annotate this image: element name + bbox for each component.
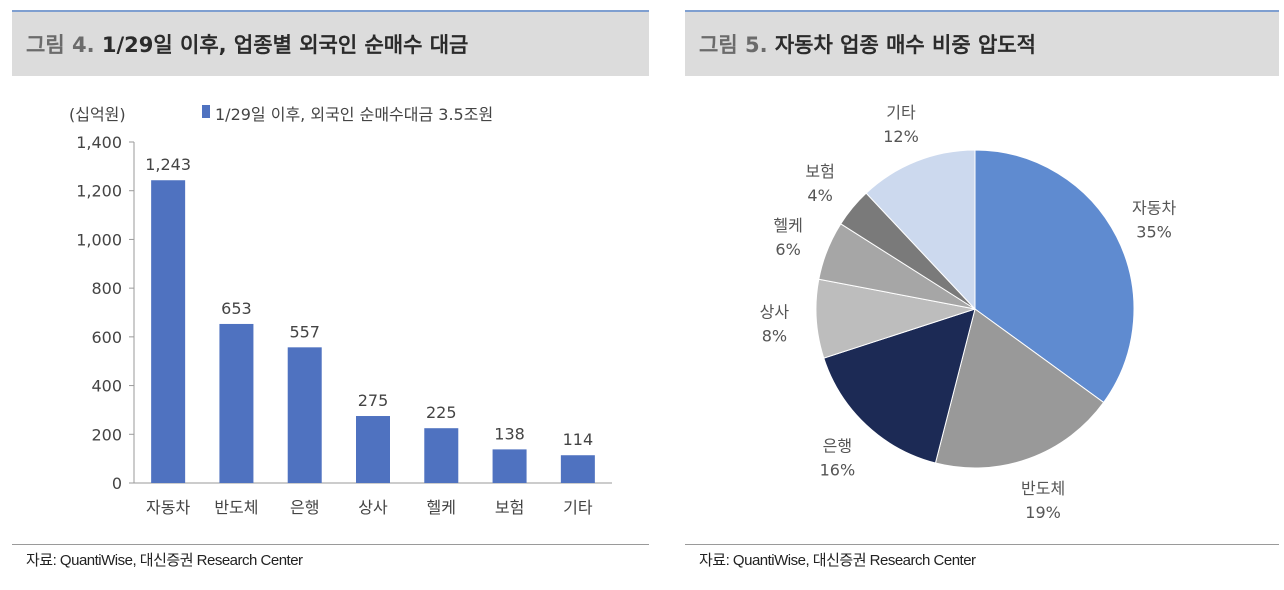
source-note: 자료: QuantiWise, 대신증권 Research Center [699, 552, 976, 569]
figure-title-text: 자동차 업종 매수 비중 압도적 [774, 33, 1036, 57]
bar-data-label: 138 [494, 424, 525, 443]
y-tick-label: 600 [91, 328, 122, 347]
y-tick-label: 1,200 [76, 182, 122, 201]
bar [492, 449, 527, 483]
slice-category-label: 보험 [805, 162, 834, 181]
x-tick-label: 자동차 [146, 498, 190, 517]
pie-slice [934, 308, 1105, 469]
slice-percent-label: 35% [1136, 223, 1172, 242]
pie-slice [865, 149, 976, 311]
bar-chart: (십억원) 1/29일 이후, 외국인 순매수대금 3.5조원 0 200 400 6… [69, 105, 612, 517]
panel-top-rule [12, 10, 649, 12]
figure-number: 그림 4. [26, 33, 95, 57]
x-tick-label: 반도체 [214, 498, 258, 517]
figure-title: 그림 4. 1/29일 이후, 업종별 외국인 순매수 대금 [26, 29, 468, 59]
panel-top-rule [685, 10, 1279, 12]
panel-bottom-rule [685, 544, 1279, 545]
slice-category-label: 기타 [886, 103, 916, 122]
legend-label: 1/29일 이후, 외국인 순매수대금 3.5조원 [215, 105, 493, 124]
bar-data-label: 557 [289, 322, 320, 341]
y-tick-label: 200 [91, 425, 122, 444]
slice-percent-label: 19% [1025, 503, 1061, 522]
figure-title: 그림 5. 자동차 업종 매수 비중 압도적 [699, 29, 1036, 59]
bar-data-label: 653 [221, 299, 252, 318]
x-tick-label: 상사 [358, 498, 388, 517]
slice-percent-label: 8% [762, 327, 787, 346]
slice-category-label: 상사 [760, 303, 790, 322]
slice-category-label: 반도체 [1021, 479, 1065, 498]
y-tick-label: 1,000 [76, 230, 122, 249]
slice-category-label: 자동차 [1132, 199, 1176, 218]
bar-data-label: 225 [426, 403, 457, 422]
pie-chart: 자동차 35% 반도체 19% 은행 16% 상사 8% 헬케 6% 보험 4% 기타 12% [760, 103, 1177, 522]
slice-percent-label: 4% [807, 186, 832, 205]
bar-chart-panel: 그림 4. 1/29일 이후, 업종별 외국인 순매수 대금 (십억원) 1/2… [12, 0, 649, 590]
slice-category-label: 헬케 [773, 216, 802, 235]
figure-title-bar: 그림 4. 1/29일 이후, 업종별 외국인 순매수 대금 [12, 12, 649, 76]
bar [287, 347, 322, 483]
bar [424, 428, 459, 483]
pie-slice [974, 149, 1135, 404]
x-tick-label: 기타 [563, 498, 593, 517]
x-tick-label: 보험 [495, 498, 524, 517]
source-note: 자료: QuantiWise, 대신증권 Research Center [26, 552, 303, 569]
y-tick-label: 0 [112, 474, 122, 493]
bar [219, 323, 254, 483]
legend-swatch [202, 105, 210, 118]
slice-percent-label: 6% [775, 240, 800, 259]
y-tick-label: 800 [91, 279, 122, 298]
figure-title-text: 1/29일 이후, 업종별 외국인 순매수 대금 [101, 33, 469, 57]
slice-category-label: 은행 [823, 437, 852, 456]
bar [560, 455, 595, 483]
bar [356, 416, 390, 483]
figure-title-bar: 그림 5. 자동차 업종 매수 비중 압도적 [685, 12, 1279, 76]
y-tick-label: 400 [91, 377, 122, 396]
x-tick-label: 은행 [290, 498, 319, 517]
panel-bottom-rule [12, 544, 649, 545]
pie-chart-panel: 그림 5. 자동차 업종 매수 비중 압도적 자동차 35% 반도체 19% 은행 16%… [685, 0, 1279, 590]
bar-data-label: 275 [358, 391, 389, 410]
figure-number: 그림 5. [699, 33, 768, 57]
pie-slice [823, 308, 976, 464]
bar [151, 180, 186, 483]
slice-percent-label: 16% [820, 461, 856, 480]
x-tick-label: 헬케 [427, 498, 456, 517]
bar-data-label: 1,243 [145, 155, 191, 174]
y-unit-label: (십억원) [69, 105, 126, 124]
slice-percent-label: 12% [883, 127, 919, 146]
y-tick-label: 1,400 [76, 133, 122, 152]
bar-data-label: 114 [563, 430, 594, 449]
